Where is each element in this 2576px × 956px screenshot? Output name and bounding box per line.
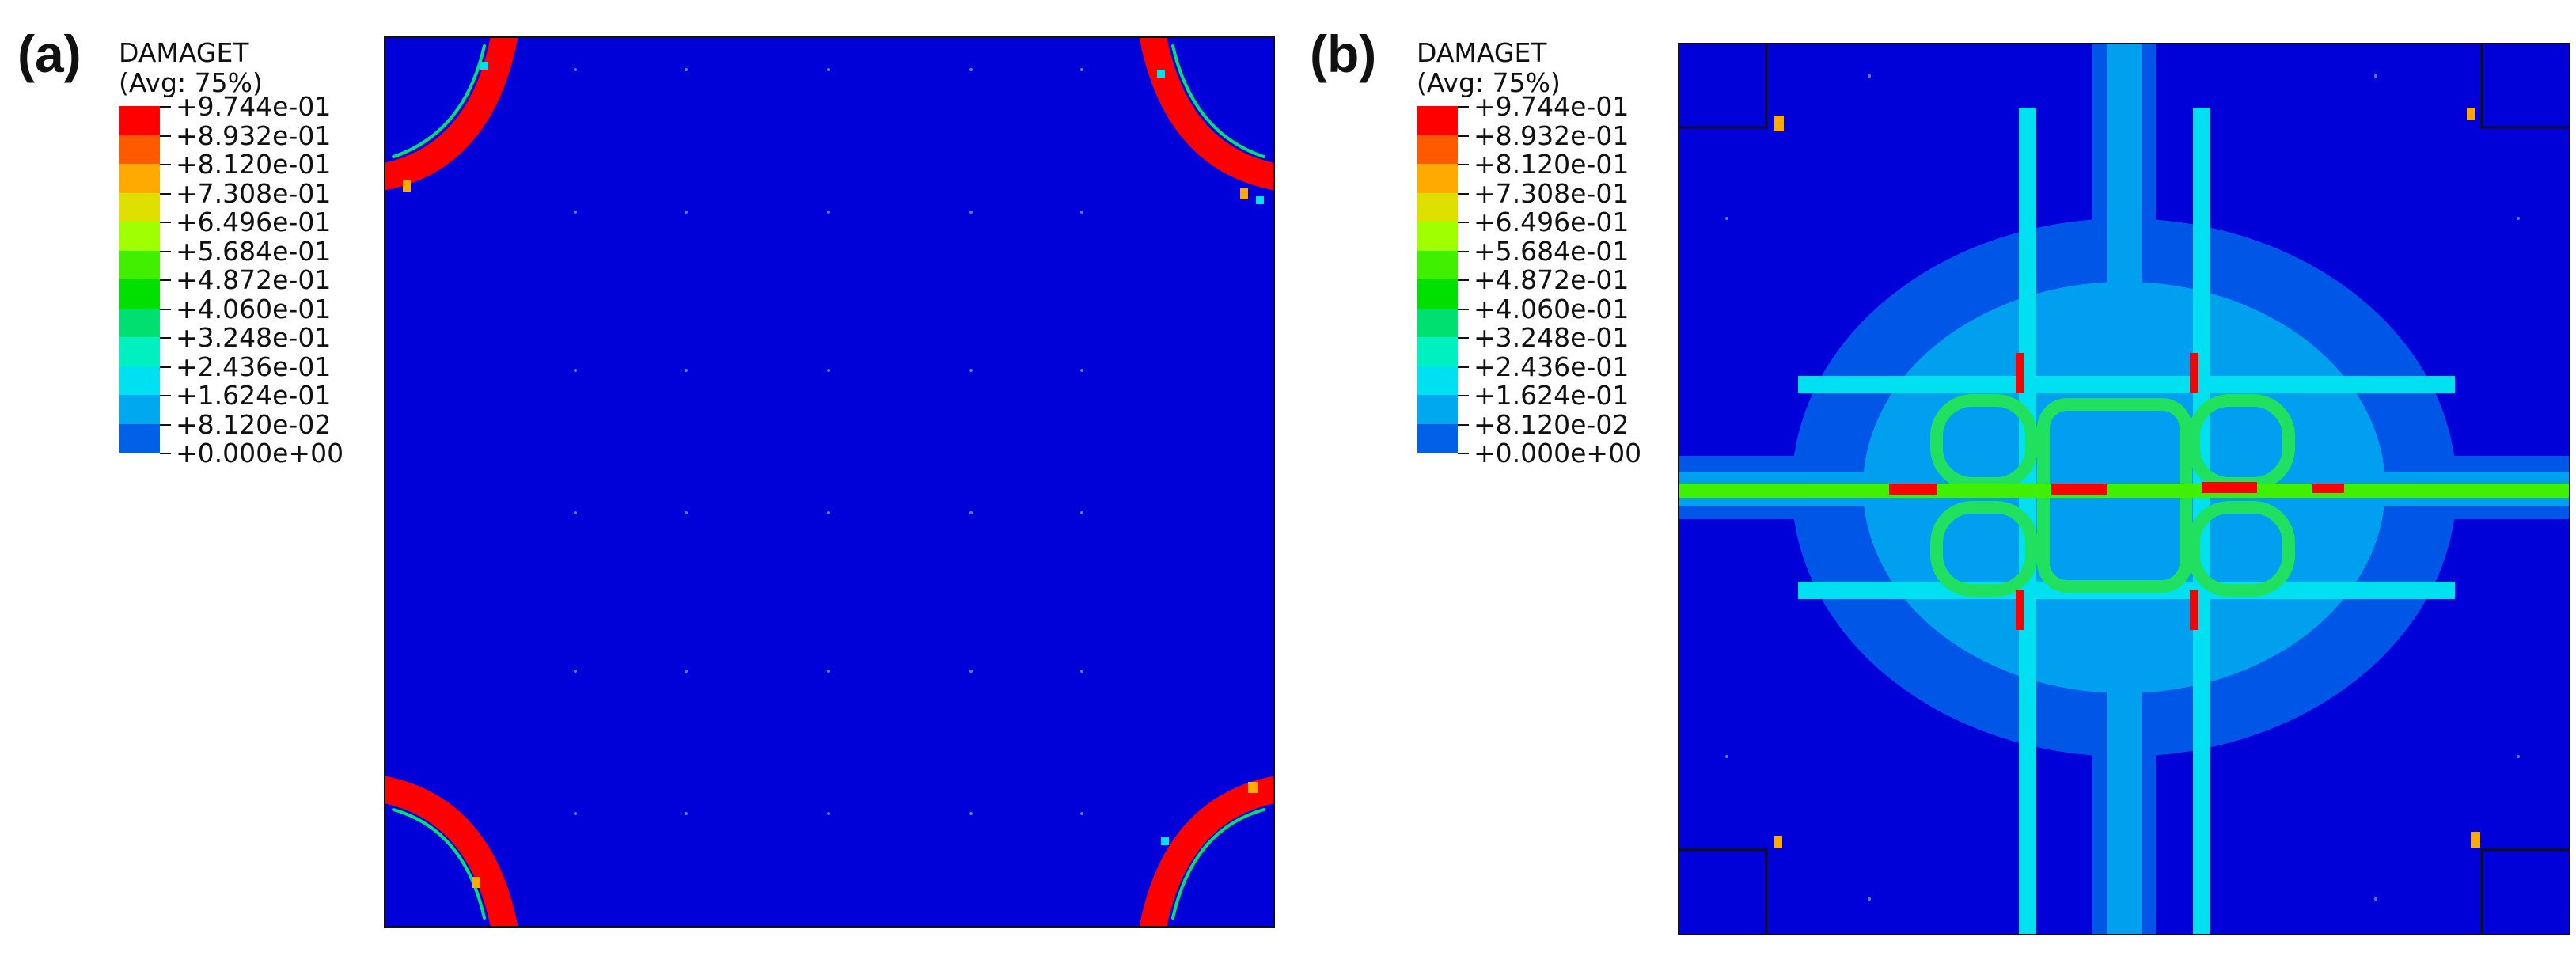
- legend-swatch: [1417, 337, 1458, 366]
- legend-level-label: +2.436e-01: [176, 351, 332, 382]
- legend-level-label: +6.496e-01: [1474, 207, 1629, 237]
- legend-subtitle-b: (Avg: 75%): [1417, 67, 1561, 98]
- legend-swatch: [119, 395, 160, 424]
- legend-level-label: +5.684e-01: [176, 235, 332, 267]
- legend-swatch: [1417, 395, 1458, 424]
- legend-swatch: [119, 366, 160, 395]
- legend-level-label: +3.248e-01: [176, 322, 332, 353]
- legend-tick: [160, 308, 171, 310]
- panel-label-a: (a): [17, 25, 82, 83]
- legend-swatch: [1417, 279, 1458, 309]
- legend-level-label: +6.496e-01: [176, 207, 332, 237]
- damage-field-b: [1679, 44, 2569, 934]
- legend-level-label: +5.684e-01: [1474, 235, 1629, 267]
- legend-level-label: +1.624e-01: [1474, 380, 1629, 411]
- legend-title-a: DAMAGET: [119, 37, 249, 68]
- legend-tick: [1458, 192, 1469, 195]
- legend-level-label: +9.744e-01: [1474, 91, 1629, 122]
- legend-tick: [160, 135, 171, 137]
- legend-level-label: +7.308e-01: [1474, 177, 1629, 209]
- legend-swatch: [1417, 106, 1458, 135]
- legend-tick: [1458, 366, 1469, 368]
- legend-tick: [160, 395, 171, 396]
- legend-level-label: +2.436e-01: [1474, 351, 1629, 382]
- legend-swatch: [119, 250, 160, 279]
- legend-level-label: +7.308e-01: [176, 177, 332, 209]
- legend-tick: [1458, 453, 1469, 454]
- damage-field-a: [385, 38, 1273, 926]
- legend-swatch: [1417, 250, 1458, 279]
- legend-title-b: DAMAGET: [1417, 37, 1547, 68]
- contour-plot-b: [1678, 43, 2570, 935]
- legend-tick: [160, 164, 171, 165]
- legend-tick: [1458, 135, 1469, 137]
- legend-level-label: +4.060e-01: [176, 293, 332, 324]
- legend-swatch: [1417, 192, 1458, 222]
- legend-swatch: [119, 222, 160, 251]
- legend-tick: [1458, 106, 1469, 108]
- legend-tick: [1458, 279, 1469, 281]
- legend-swatch: [1417, 135, 1458, 164]
- legend-swatch: [1417, 222, 1458, 251]
- legend-tick: [1458, 308, 1469, 310]
- legend-tick: [160, 106, 171, 108]
- legend-level-label: +1.624e-01: [176, 380, 332, 411]
- legend-tick: [1458, 395, 1469, 396]
- legend-tick: [160, 250, 171, 252]
- legend-swatch: [1417, 308, 1458, 337]
- color-scale-a: +9.744e-01 +8.932e-01 +8.120e-01 +7.308e-01…: [119, 93, 388, 470]
- legend-swatch: [119, 423, 160, 453]
- legend-tick: [160, 337, 171, 339]
- legend-level-label: +4.060e-01: [1474, 293, 1629, 324]
- legend-level-label: +4.872e-01: [1474, 264, 1629, 295]
- panel-label-b: (b): [1310, 25, 1377, 83]
- color-scale-b: +9.744e-01 +8.932e-01 +8.120e-01 +7.308e-01…: [1417, 93, 1686, 470]
- legend-level-label: +8.120e-02: [1474, 408, 1629, 440]
- legend-swatch: [1417, 423, 1458, 453]
- legend-tick: [1458, 250, 1469, 252]
- legend-level-label: +8.932e-01: [176, 120, 332, 151]
- legend-level-label: +8.120e-01: [1474, 149, 1629, 180]
- legend-tick: [160, 222, 171, 223]
- legend-level-label: +0.000e+00: [1474, 438, 1642, 469]
- legend-tick: [1458, 222, 1469, 223]
- legend-b: DAMAGET (Avg: 75%) +9.744e-01 +8.932e-01 +…: [1417, 38, 1686, 470]
- legend-level-label: +4.872e-01: [176, 264, 332, 295]
- legend-tick: [160, 423, 171, 426]
- legend-level-label: +0.000e+00: [176, 438, 344, 469]
- legend-a: DAMAGET (Avg: 75%) +9.744e-01 +8.932e-01 +…: [119, 38, 388, 470]
- legend-swatch: [119, 164, 160, 193]
- legend-tick: [1458, 423, 1469, 426]
- legend-level-label: +8.120e-02: [176, 408, 332, 440]
- legend-tick: [160, 192, 171, 195]
- legend-swatch: [119, 106, 160, 135]
- legend-level-label: +8.932e-01: [1474, 120, 1629, 151]
- legend-level-label: +3.248e-01: [1474, 322, 1629, 353]
- legend-swatch: [1417, 366, 1458, 395]
- legend-swatch: [119, 308, 160, 337]
- legend-tick: [160, 453, 171, 454]
- legend-tick: [160, 279, 171, 281]
- legend-swatch: [119, 279, 160, 309]
- legend-level-label: +8.120e-01: [176, 149, 332, 180]
- legend-level-label: +9.744e-01: [176, 91, 332, 122]
- legend-swatch: [119, 135, 160, 164]
- legend-tick: [1458, 164, 1469, 165]
- legend-swatch: [119, 337, 160, 366]
- legend-subtitle-a: (Avg: 75%): [119, 67, 263, 98]
- legend-swatch: [1417, 164, 1458, 193]
- legend-tick: [160, 366, 171, 368]
- legend-swatch: [119, 192, 160, 222]
- legend-tick: [1458, 337, 1469, 339]
- contour-plot-a: [384, 36, 1275, 928]
